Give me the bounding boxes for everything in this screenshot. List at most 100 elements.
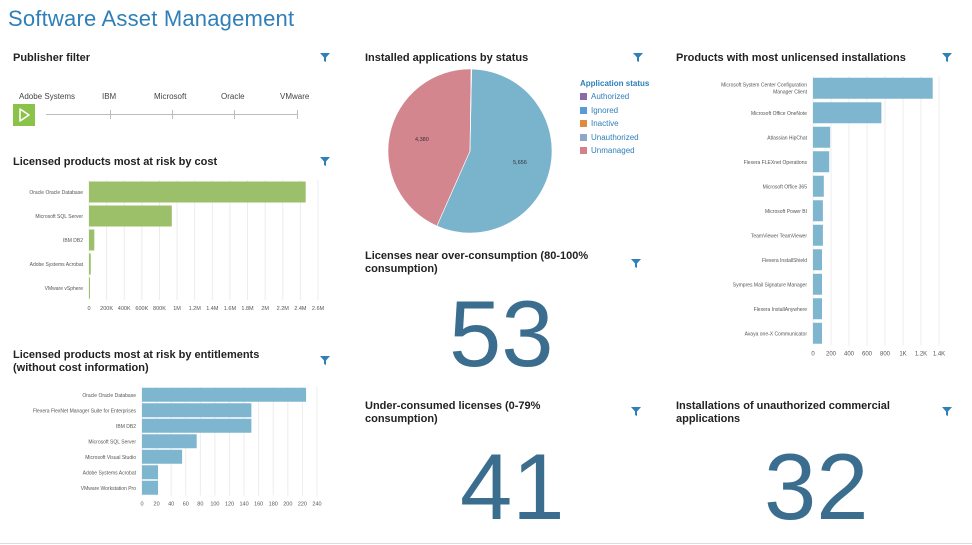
unlicensed-chart: 0 200 400 600 800 1K 1.2K 1.4K Microsoft System … [721, 76, 945, 358]
x-tick-label: 1.4K [933, 352, 945, 358]
x-tick-label: 0 [140, 502, 143, 508]
filter-icon[interactable] [633, 53, 643, 62]
x-tick-label: 180 [269, 502, 278, 508]
page-title: Software Asset Management [8, 6, 295, 31]
x-tick-label: 240 [312, 502, 321, 508]
x-tick-label: 80 [197, 502, 203, 508]
unauthorized-count[interactable]: 32 [764, 434, 869, 539]
legend-item-unmanaged[interactable]: Unmanaged [580, 146, 635, 156]
bar [142, 449, 183, 464]
publisher-filter-title: Publisher filter [13, 52, 91, 64]
x-tick-label: 200K [100, 306, 113, 312]
legend-swatch [580, 147, 587, 154]
bar [813, 322, 822, 344]
category-label: Microsoft Office 365 [763, 184, 808, 190]
publisher-option-microsoft[interactable]: Microsoft [154, 92, 187, 101]
bar [813, 224, 823, 246]
x-tick-label: 400 [844, 352, 855, 358]
pie-slice-unmanaged [387, 68, 472, 227]
x-tick-label: 1.8M [241, 306, 254, 312]
slice-label: 5,656 [513, 160, 527, 166]
legend-item-unauthorized[interactable]: Unauthorized [580, 133, 639, 143]
legend-label: Unmanaged [591, 146, 635, 155]
category-label: Flexera FlexNet Manager Suite for Enterp… [33, 408, 137, 414]
legend-swatch [580, 93, 587, 100]
bar [89, 181, 306, 203]
bar [813, 151, 830, 173]
publisher-option-adobe[interactable]: Adobe Systems [19, 92, 76, 101]
installed-status-title: Installed applications by status [365, 52, 529, 64]
x-tick-label: 1.2M [189, 306, 202, 312]
under-consumed-count[interactable]: 41 [460, 434, 565, 539]
filter-icon[interactable] [320, 53, 330, 62]
category-label: Adobe Systems Acrobat [83, 470, 137, 476]
category-label: IBM DB2 [116, 424, 136, 430]
legend-swatch [580, 106, 587, 114]
bar [813, 200, 823, 222]
unlicensed-title: Products with most unlicensed installati… [676, 52, 906, 64]
slider-tick [297, 110, 298, 119]
pie-slice-ignored [436, 68, 553, 234]
x-tick-label: 800K [153, 306, 166, 312]
bar [89, 253, 91, 275]
legend-label: Inactive [591, 119, 619, 128]
filter-icon[interactable] [631, 407, 641, 416]
category-label: Sympres Mail Signature Manager [733, 282, 808, 288]
x-tick-label: 200 [826, 352, 837, 358]
filter-icon[interactable] [320, 157, 330, 166]
legend-label: Authorized [591, 92, 630, 101]
legend-swatch [580, 133, 587, 141]
category-label: VMware vSphere [45, 286, 84, 292]
x-tick-label: 2.6M [312, 306, 325, 312]
x-tick-label: 2M [261, 306, 269, 312]
bar [813, 126, 831, 148]
bar [813, 102, 882, 124]
pie-slice-authorized [469, 68, 472, 152]
filter-icon[interactable] [320, 356, 330, 365]
filter-icon[interactable] [942, 53, 952, 62]
x-tick-label: 1.2K [915, 352, 927, 358]
publisher-option-ibm[interactable]: IBM [102, 92, 117, 101]
risk-cost-title: Licensed products most at risk by cost [13, 156, 218, 168]
x-tick-label: 0 [87, 306, 90, 312]
category-label: Oracle Oracle Database [82, 393, 136, 399]
bar [142, 465, 159, 480]
slice-label: 4,380 [415, 137, 429, 143]
x-tick-label: 600 [862, 352, 873, 358]
x-tick-label: 1K [899, 352, 906, 358]
bar [813, 298, 822, 320]
category-label: Microsoft SQL Server [88, 439, 136, 445]
over-consumption-count[interactable]: 53 [449, 281, 554, 386]
category-label: Avaya one-X Communicator [745, 331, 808, 337]
legend-title: Application status [580, 79, 650, 88]
x-tick-label: 400K [118, 306, 131, 312]
bar [89, 205, 172, 227]
bar [142, 418, 252, 433]
legend-label: Ignored [591, 105, 619, 115]
bar [813, 77, 933, 99]
slider-tick [234, 110, 235, 119]
bar [142, 434, 197, 449]
x-tick-label: 220 [298, 502, 307, 508]
category-label: Microsoft System Center Configuration Man… [721, 82, 807, 95]
legend-item-inactive[interactable]: Inactive [580, 119, 619, 129]
x-tick-label: 140 [239, 502, 248, 508]
legend-item-ignored[interactable]: Ignored [580, 106, 618, 116]
filter-icon[interactable] [942, 407, 952, 416]
x-tick-label: 1.4M [206, 306, 219, 312]
play-button[interactable] [13, 104, 35, 126]
x-tick-label: 100 [210, 502, 219, 508]
bar [813, 273, 822, 295]
publisher-option-vmware[interactable]: VMware [280, 92, 310, 101]
slider-tick [110, 110, 111, 119]
x-tick-label: 60 [183, 502, 189, 508]
x-tick-label: 160 [254, 502, 263, 508]
x-tick-label: 600K [135, 306, 148, 312]
bar [813, 249, 822, 271]
legend-item-authorized[interactable]: Authorized [580, 92, 629, 102]
filter-icon[interactable] [631, 259, 641, 268]
category-label: Adobe Systems Acrobat [30, 262, 84, 268]
slider-tick [172, 110, 173, 119]
publisher-option-oracle[interactable]: Oracle [221, 92, 245, 101]
x-tick-label: 40 [168, 502, 174, 508]
